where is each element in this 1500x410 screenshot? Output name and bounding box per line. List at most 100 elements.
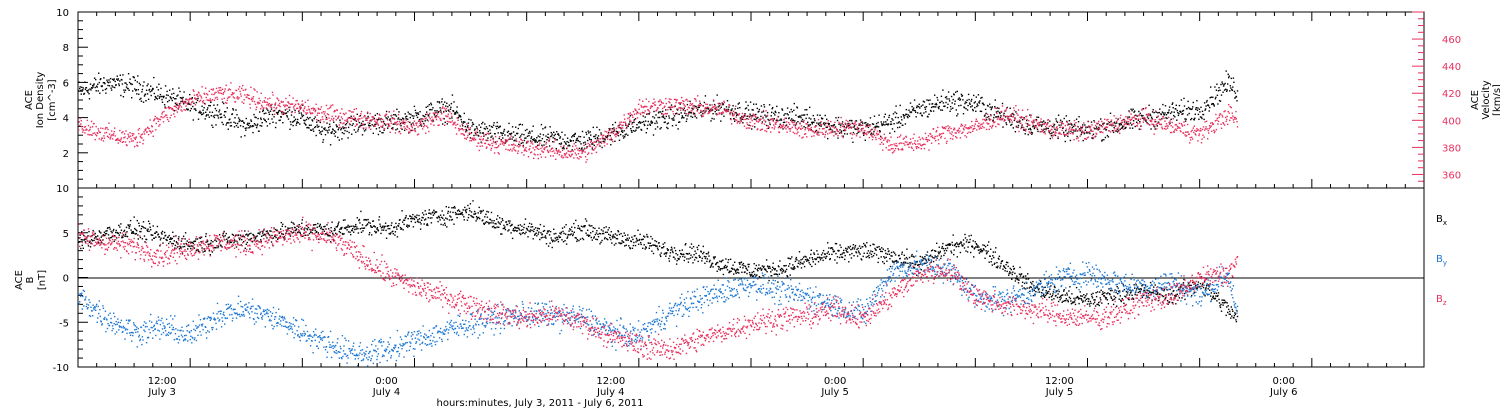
velocity-point <box>1085 138 1087 140</box>
density-point <box>484 128 487 130</box>
bx-point <box>115 229 117 232</box>
density-point <box>1123 118 1125 121</box>
density-point <box>852 131 855 134</box>
top-right-ylabel-line1: ACE <box>1470 90 1481 110</box>
velocity-point <box>167 106 169 109</box>
density-point <box>311 119 313 121</box>
density-point <box>252 131 254 134</box>
density-point <box>376 113 379 115</box>
velocity-point <box>127 135 130 137</box>
velocity-point <box>761 128 764 130</box>
velocity-point <box>411 126 413 129</box>
velocity-point <box>846 126 848 128</box>
density-point <box>279 119 281 121</box>
density-point <box>617 132 619 134</box>
density-point <box>1074 130 1077 132</box>
density-point <box>851 120 853 122</box>
density-point <box>1195 107 1197 109</box>
density-point <box>1113 121 1116 123</box>
velocity-point <box>1029 132 1031 134</box>
density-point <box>987 105 989 107</box>
bx-point <box>114 235 116 237</box>
density-point <box>693 112 696 115</box>
density-point <box>155 96 157 98</box>
velocity-point <box>1120 121 1122 124</box>
bx-point <box>111 232 113 234</box>
density-point <box>1088 126 1090 128</box>
density-point <box>953 94 955 96</box>
density-point <box>413 105 416 108</box>
density-point <box>523 139 526 142</box>
density-point <box>331 131 333 133</box>
velocity-point <box>389 125 391 127</box>
velocity-point <box>659 99 661 101</box>
density-point <box>689 112 692 114</box>
velocity-point <box>850 132 852 134</box>
density-point <box>95 90 97 92</box>
density-point <box>462 125 464 127</box>
velocity-point <box>721 112 723 114</box>
velocity-point <box>81 126 83 128</box>
velocity-point <box>107 128 109 131</box>
density-point <box>629 115 631 117</box>
density-point <box>573 134 575 136</box>
density-point <box>249 125 252 127</box>
density-point <box>99 78 101 81</box>
velocity-point <box>406 125 408 127</box>
bx-point <box>130 229 132 231</box>
velocity-point <box>629 119 631 121</box>
velocity-point <box>139 135 142 138</box>
density-point <box>396 128 399 130</box>
velocity-point <box>803 119 805 122</box>
velocity-point <box>254 103 257 105</box>
velocity-point <box>122 141 125 143</box>
velocity-point <box>438 110 441 113</box>
density-point <box>820 125 822 127</box>
density-point <box>847 125 849 127</box>
velocity-point <box>412 123 415 125</box>
density-point <box>303 119 305 121</box>
density-point <box>107 84 109 87</box>
velocity-point <box>433 112 436 114</box>
top-left-ylabel-line3: [cm^-3] <box>47 79 58 120</box>
density-point <box>574 133 576 135</box>
density-point <box>732 105 734 107</box>
velocity-point <box>1075 122 1077 124</box>
velocity-point <box>697 95 699 97</box>
velocity-point <box>974 127 976 130</box>
velocity-point <box>852 126 854 128</box>
density-point <box>1109 112 1112 114</box>
density-point <box>1029 114 1031 116</box>
density-point <box>772 119 774 122</box>
density-point <box>386 118 388 120</box>
velocity-point <box>448 117 451 119</box>
density-point <box>109 77 112 80</box>
density-point <box>780 118 782 120</box>
velocity-point <box>124 141 127 143</box>
velocity-point <box>199 94 201 96</box>
velocity-point <box>1155 124 1157 126</box>
velocity-point <box>871 138 874 141</box>
top-data-points <box>78 70 1239 163</box>
velocity-point <box>267 103 270 105</box>
bx-point <box>144 241 146 243</box>
density-point <box>260 117 262 119</box>
velocity-point <box>1166 125 1168 127</box>
velocity-point <box>728 104 731 107</box>
density-point <box>602 138 604 140</box>
velocity-point <box>599 138 602 140</box>
density-point <box>1203 118 1205 121</box>
velocity-point <box>631 123 633 125</box>
density-point <box>547 137 550 139</box>
density-point <box>1022 129 1025 131</box>
density-point <box>1127 116 1129 118</box>
velocity-point <box>512 148 514 150</box>
density-point <box>450 106 452 109</box>
top-right-axis-ticks <box>1412 11 1424 189</box>
density-point <box>413 115 415 117</box>
density-point <box>981 96 983 99</box>
velocity-point <box>398 120 401 123</box>
velocity-point <box>329 106 332 108</box>
density-point <box>874 127 877 129</box>
density-point <box>1116 122 1118 124</box>
